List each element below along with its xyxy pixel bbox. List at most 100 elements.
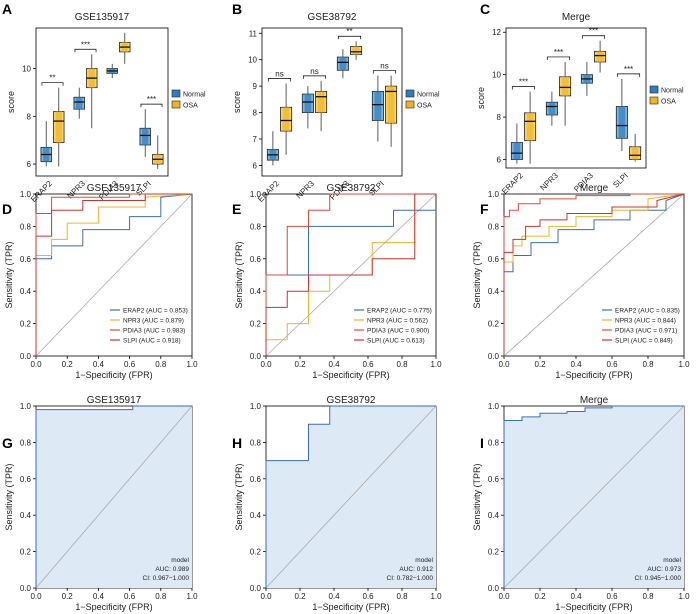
roc-curve-erap2: [503, 193, 685, 356]
box-osa-npr3: [86, 54, 98, 129]
legend-label: OSA: [183, 103, 198, 110]
significance-bracket: [372, 70, 397, 74]
x-tick-label: 0.8: [396, 592, 408, 601]
x-tick-label: 0.6: [124, 592, 136, 601]
chart-title: GSE135917: [87, 183, 142, 194]
y-tick-label: 0.6: [20, 475, 32, 484]
y-axis-label: score: [6, 91, 16, 113]
significance-bracket: [267, 78, 292, 82]
x-tick-label: 1.0: [186, 592, 198, 601]
chart-title: Merge: [580, 183, 609, 194]
significance-label: ns: [380, 62, 388, 71]
box-fill: [304, 94, 312, 113]
y-tick-label: 10: [22, 65, 31, 74]
legend-label: AUC: 0.989: [155, 566, 189, 573]
x-tick-label: SLPI: [611, 171, 630, 190]
roc-curve-model: [265, 405, 436, 588]
x-tick-label: 0.4: [93, 592, 105, 601]
y-tick-label: 6: [497, 156, 502, 165]
x-tick-label: ERAP2: [500, 171, 525, 196]
panel-c: CMerge681012scoreERAP2***NPR3***PDIA3***…: [476, 1, 684, 196]
plot-frame: [35, 27, 169, 177]
chart-title: GSE38792: [308, 12, 357, 23]
box-normal-npr3: [545, 91, 558, 126]
x-tick-label: 0.4: [328, 360, 340, 369]
roc-curve-pdia3: [35, 193, 192, 356]
box-fill: [596, 51, 604, 62]
x-tick-label: 0.0: [30, 592, 42, 601]
box-fill: [339, 57, 347, 71]
roc-curve-pdia3: [503, 193, 684, 356]
panel-f: F Merge 0.00.0 0.2 0.2 0.4 0.4 0.6 0.6 0.8 0.8 1.0 1…: [472, 183, 690, 380]
significance-label: ***: [589, 27, 598, 36]
x-tick-label: 1.0: [678, 592, 690, 601]
legend-label: ERAP2 (AUC = 0.853): [123, 308, 188, 315]
roc-curve-pdia3: [265, 193, 436, 356]
box-osa-erap2: [280, 83, 293, 155]
box-normal-pdia3: [580, 61, 593, 96]
y-tick-label: 0.0: [20, 584, 32, 593]
plot-frame: [505, 27, 647, 169]
panel-label: H: [232, 435, 242, 451]
diagonal-reference: [503, 193, 685, 357]
chart-title: GSE135917: [75, 12, 130, 23]
box-osa-slpi: [152, 135, 164, 169]
significance-label: **: [49, 74, 55, 83]
box-normal-pdia3: [336, 49, 349, 79]
box-osa-npr3: [315, 80, 328, 132]
y-axis-label: Sensitivity (TPR): [472, 241, 482, 308]
y-tick-label: 0.2: [488, 548, 500, 557]
box-fill: [387, 86, 395, 124]
diagonal-reference: [35, 193, 193, 357]
legend-label: model: [171, 557, 189, 564]
significance-label: ns: [310, 67, 318, 76]
roc-curve-slpi: [265, 193, 436, 356]
x-axis-label: 1−Specificity (FPR): [555, 602, 632, 612]
roc-curve-erap2: [35, 193, 193, 356]
y-tick-label: 0.2: [250, 320, 262, 329]
x-tick-label: 0.2: [62, 592, 74, 601]
legend-label: SLPI (AUC = 0.613): [367, 338, 425, 345]
y-tick-label: 1.0: [488, 190, 500, 199]
significance-bracket: [337, 35, 362, 40]
box-fill: [631, 146, 639, 160]
significance-label: ***: [519, 78, 528, 87]
x-tick-label: 0.0: [260, 592, 272, 601]
x-axis-label: 1−Specificity (FPR): [312, 370, 389, 380]
significance-bracket: [41, 82, 64, 86]
x-tick-label: 1.0: [430, 360, 442, 369]
legend-label: Normal: [661, 88, 684, 95]
box-normal-erap2: [266, 131, 279, 166]
y-tick-label: 12: [492, 28, 501, 37]
x-tick-label: 0.4: [570, 360, 582, 369]
y-tick-label: 10: [248, 56, 257, 65]
x-tick-label: 0.2: [294, 592, 306, 601]
panel-b: BGSE3879267891011scoreERAP2nsNPR3nsPDIA3…: [232, 1, 440, 204]
box-normal-erap2: [510, 123, 523, 164]
panel-label: D: [2, 201, 12, 217]
y-axis-label: Sensitivity (TPR): [4, 463, 14, 530]
panel-e: E GSE38792 0.00.0 0.2 0.2 0.4 0.4 0.6 0.6 0.8 0.8 1…: [232, 183, 442, 380]
x-tick-label: 0.2: [534, 360, 546, 369]
roc-curve-slpi: [503, 193, 685, 356]
significance-bracket: [616, 73, 641, 77]
panel-label: I: [480, 435, 484, 451]
panel-label: B: [232, 1, 242, 17]
panel-d: D GSE135917 0.00.0 0.2 0.2 0.4 0.4 0.6 0.6 0.8 0.8…: [2, 183, 198, 380]
box-osa-pdia3: [350, 41, 363, 60]
y-tick-label: 1.0: [250, 402, 262, 411]
y-axis-label: Sensitivity (TPR): [4, 241, 14, 308]
diagonal-reference: [35, 405, 193, 589]
x-tick-label: 0.2: [62, 360, 74, 369]
box-fill: [55, 111, 62, 143]
box-fill: [142, 128, 149, 145]
roc-curve-npr3: [503, 193, 685, 356]
panel-label: F: [480, 201, 489, 217]
roc-curve-model: [35, 405, 192, 588]
panel-label: E: [232, 201, 241, 217]
y-tick-label: 8: [497, 113, 502, 122]
legend-label: OSA: [661, 99, 676, 106]
y-axis-label: score: [232, 91, 242, 113]
significance-label: ***: [81, 40, 90, 49]
x-tick-label: NPR3: [538, 171, 560, 193]
